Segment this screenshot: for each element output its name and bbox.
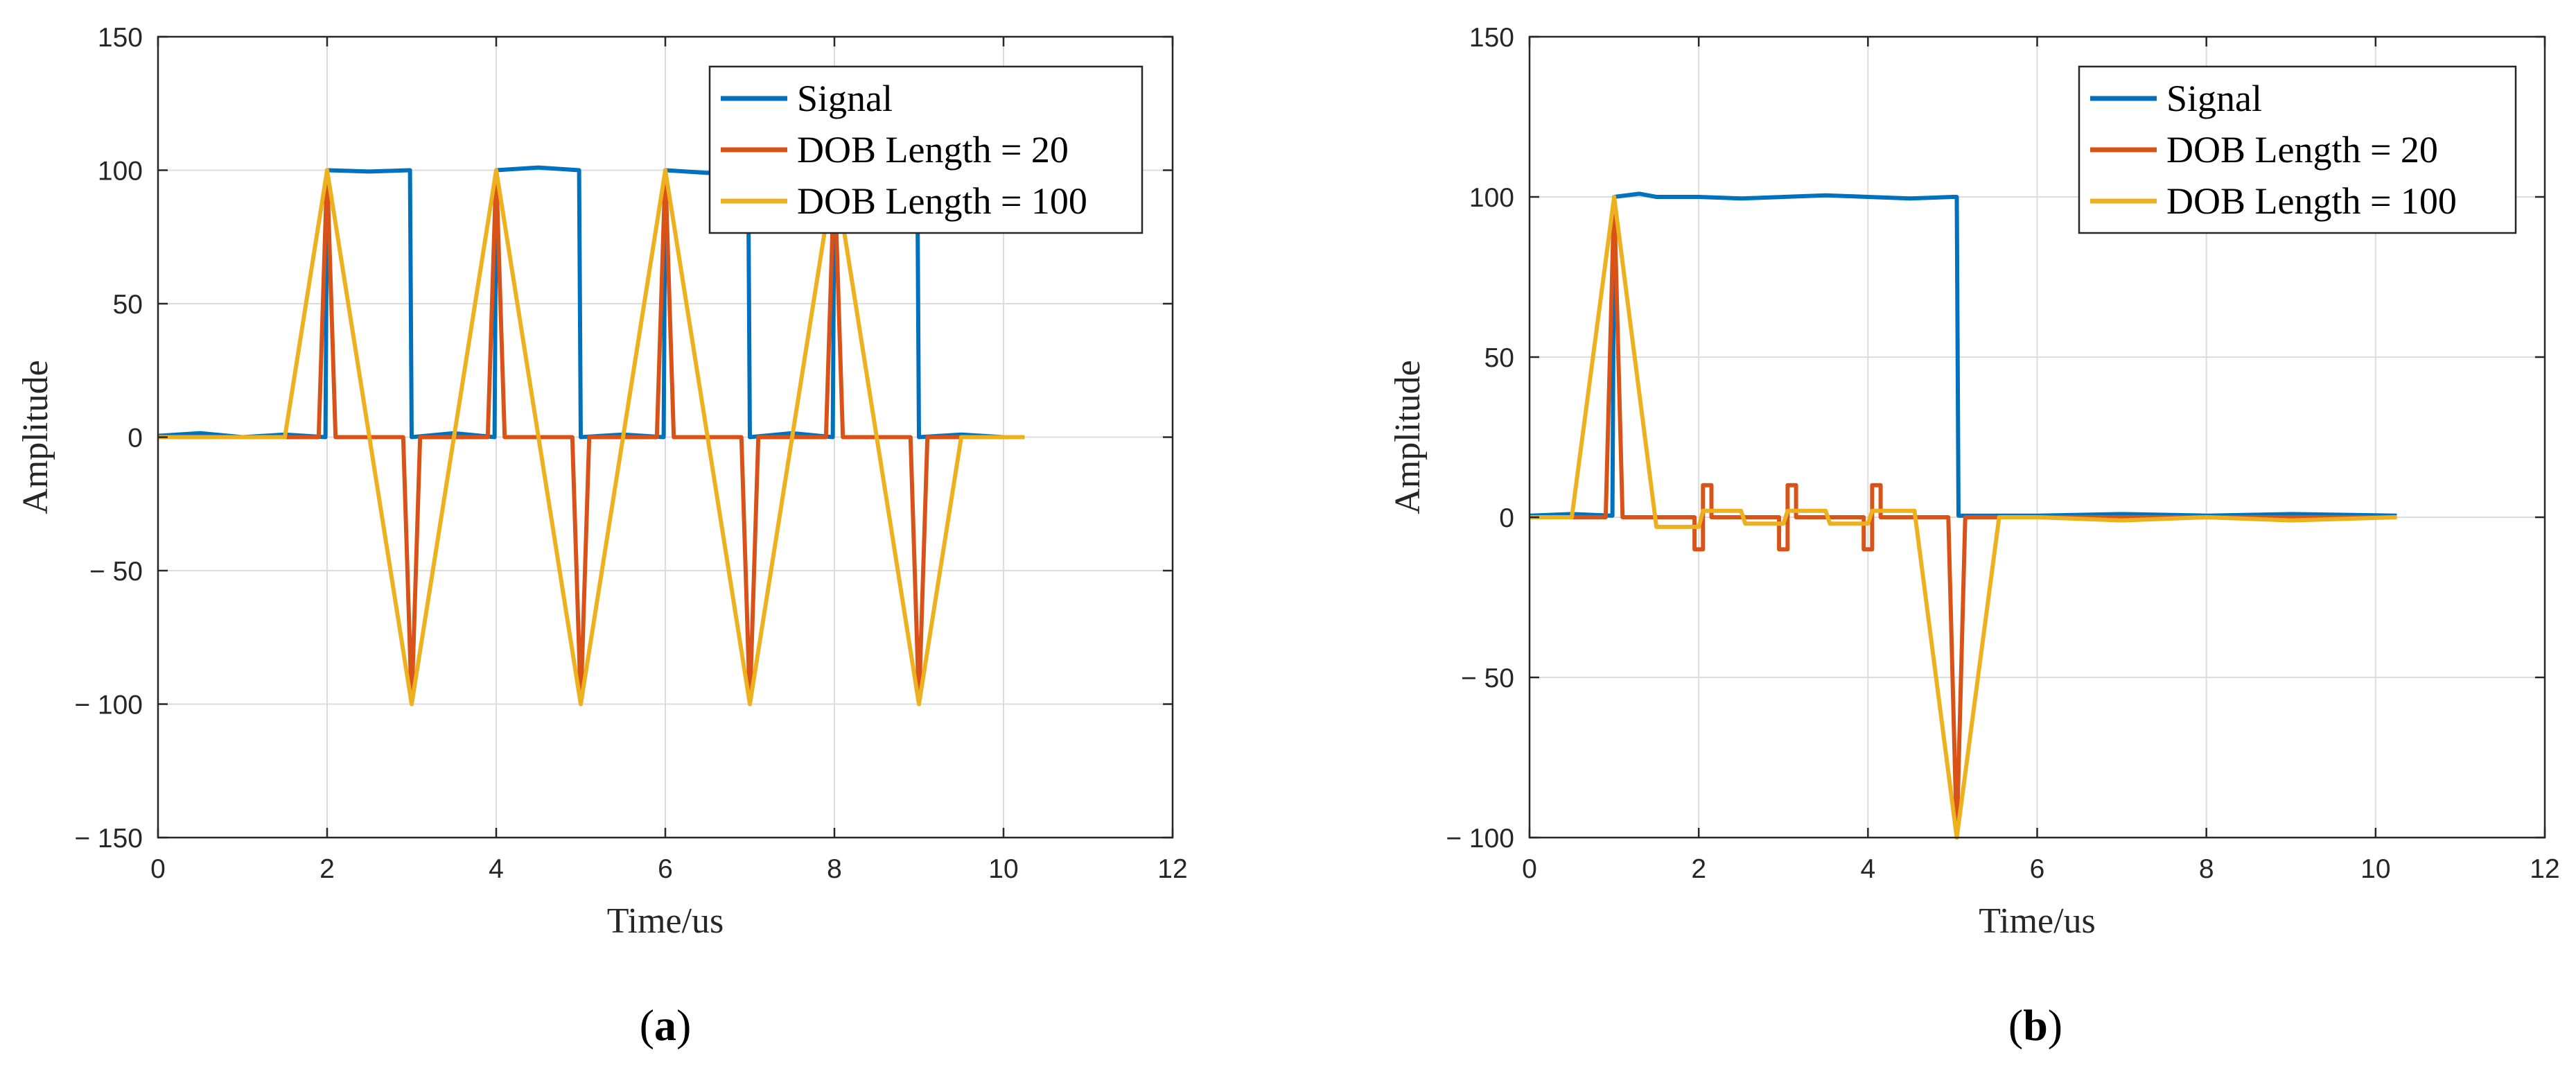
series-line-dob-length-100 (158, 168, 1025, 707)
y-tick-label: 0 (128, 424, 143, 453)
x-axis-label: Time/us (1979, 901, 2096, 941)
x-axis-label: Time/us (607, 901, 724, 941)
panel-label-letter: a (654, 1001, 676, 1050)
y-tick-label: − 50 (1461, 664, 1514, 693)
series-line-signal (1530, 191, 2397, 518)
series-group (1530, 191, 2397, 840)
legend-label: DOB Length = 100 (797, 180, 1087, 222)
y-tick-label: − 100 (1446, 824, 1514, 854)
y-tick-label: 100 (1469, 183, 1514, 213)
x-tick-label: 2 (1691, 854, 1706, 884)
y-axis-label: Amplitude (16, 360, 55, 514)
x-tick-label: 12 (1157, 854, 1187, 884)
y-tick-label: − 150 (74, 824, 143, 854)
x-tick-label: 6 (658, 854, 673, 884)
y-tick-label: − 100 (74, 691, 143, 720)
x-tick-label: 0 (150, 854, 166, 884)
legend-label: Signal (2166, 78, 2262, 119)
panel-label-letter: b (2023, 1001, 2048, 1050)
x-tick-label: 10 (988, 854, 1018, 884)
chart-panel-a: 0 2 4 6 8 10 12 150 100 50 0 − 50 − 100 − 150 Time/us A… (16, 23, 1188, 1050)
panel-label-open: ( (640, 1001, 654, 1050)
panel-label: (a) (640, 1001, 692, 1050)
x-tick-label: 6 (2030, 854, 2045, 884)
series-line-dob-length-100 (1530, 195, 2397, 840)
y-tick-label: 50 (1484, 343, 1514, 373)
legend-label: DOB Length = 100 (2166, 180, 2457, 222)
panel-label: (b) (2008, 1001, 2062, 1050)
panel-label-close: ) (676, 1001, 691, 1050)
x-tick-label: 10 (2360, 854, 2390, 884)
legend-label: DOB Length = 20 (797, 129, 1069, 171)
x-tick-label: 12 (2530, 854, 2559, 884)
panel-label-close: ) (2048, 1001, 2062, 1050)
panel-label-open: ( (2008, 1001, 2023, 1050)
legend-label: DOB Length = 20 (2166, 129, 2438, 171)
y-tick-label: 150 (98, 23, 143, 53)
chart-panel-b: 0 2 4 6 8 10 12 150 100 50 0 − 50 − 100 Time/us Amplit… (1388, 23, 2560, 1050)
legend-label: Signal (797, 78, 893, 119)
x-tick-label: 4 (1860, 854, 1875, 884)
x-tick-label: 8 (2199, 854, 2214, 884)
x-tick-label: 4 (489, 854, 504, 884)
y-tick-label: 150 (1469, 23, 1514, 53)
y-tick-label: 0 (1499, 503, 1514, 533)
x-tick-label: 8 (827, 854, 842, 884)
y-tick-label: 50 (113, 290, 143, 320)
x-tick-label: 2 (319, 854, 335, 884)
x-tick-label: 0 (1522, 854, 1537, 884)
y-tick-label: − 50 (89, 557, 143, 587)
y-axis-label: Amplitude (1388, 360, 1428, 514)
y-tick-label: 100 (98, 157, 143, 187)
